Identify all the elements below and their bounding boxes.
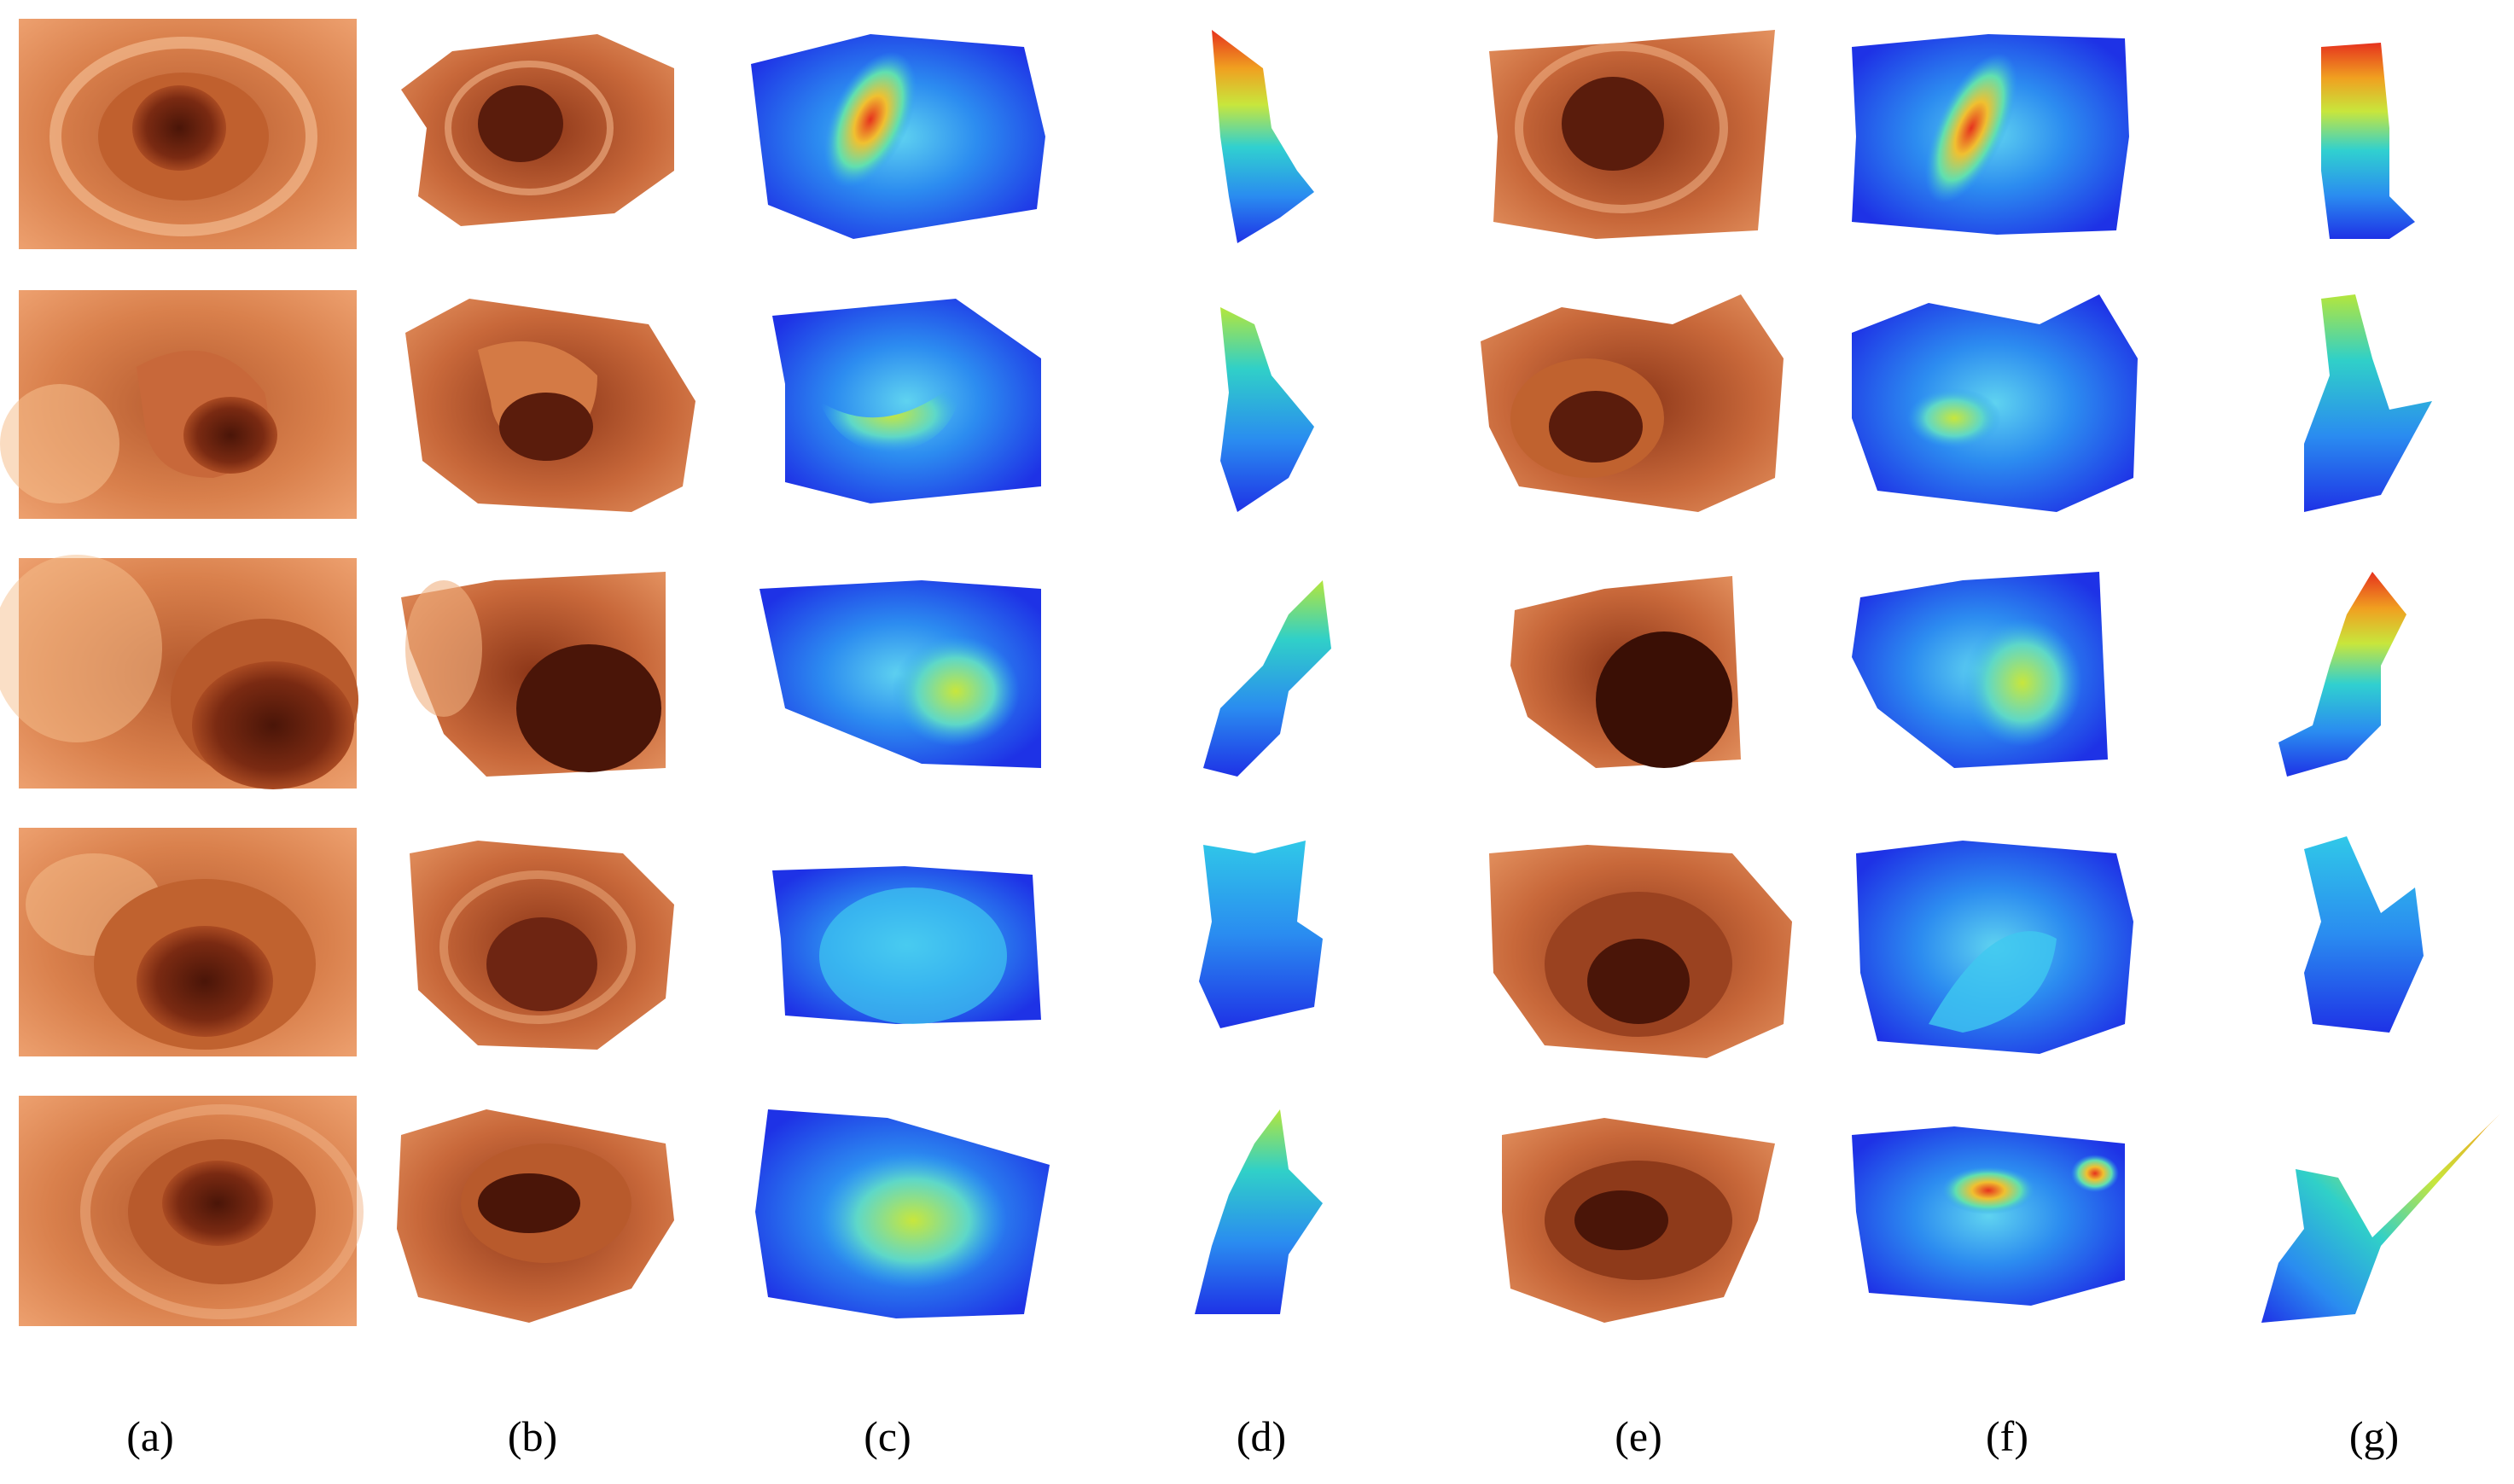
recon-e-row4 [1489, 845, 1792, 1058]
depth-c-row2 [772, 299, 1041, 503]
image-a-row1 [19, 19, 357, 249]
side-g-row2 [2304, 294, 2432, 512]
depth-f-row2 [1852, 294, 2138, 512]
column-d-depth-side [1195, 30, 1331, 1314]
recon-b-row3 [401, 572, 666, 777]
panel-label-b: (b) [508, 1412, 557, 1460]
side-d-row4 [1199, 841, 1323, 1028]
depth-c-row3 [759, 580, 1041, 768]
side-g-row1 [2321, 43, 2415, 239]
panel-labels: (a) (b) (c) (d) (e) (f) (g) [126, 1412, 2399, 1460]
panel-label-g: (g) [2349, 1412, 2399, 1460]
depth-f-row4 [1856, 841, 2133, 1054]
depth-f-row3 [1852, 572, 2108, 768]
column-f-depth-frontal [1852, 34, 2138, 1306]
side-d-row2 [1220, 307, 1314, 512]
column-g-depth-side [2261, 43, 2500, 1323]
recon-e-row2 [1481, 294, 1784, 512]
recon-e-row5 [1502, 1118, 1775, 1323]
side-d-row1 [1212, 30, 1314, 243]
panel-label-a: (a) [126, 1412, 174, 1460]
image-a-row2 [0, 290, 357, 519]
panel-label-f: (f) [1986, 1412, 2028, 1460]
depth-f-row5 [1852, 1126, 2125, 1306]
depth-c-row1 [751, 34, 1045, 239]
side-g-row5 [2261, 1114, 2500, 1323]
panel-label-c: (c) [864, 1412, 911, 1460]
depth-c-row5 [755, 1109, 1050, 1318]
column-e-textured-reconstructions [1481, 30, 1792, 1323]
column-b-textured-reconstructions [397, 34, 695, 1323]
recon-b-row2 [405, 299, 695, 512]
panel-label-d: (d) [1237, 1412, 1286, 1460]
recon-b-row1 [401, 34, 674, 226]
side-g-row4 [2304, 836, 2424, 1033]
recon-e-row3 [1510, 576, 1741, 768]
panel-label-e: (e) [1615, 1412, 1662, 1460]
side-d-row3 [1203, 580, 1331, 777]
recon-b-row4 [410, 841, 674, 1050]
depth-c-row4 [772, 866, 1041, 1024]
column-c-depth-frontal [751, 34, 1050, 1318]
depth-f-row1 [1852, 34, 2129, 235]
image-a-row3 [0, 555, 358, 789]
column-a-images [0, 19, 364, 1326]
recon-e-row1 [1489, 30, 1775, 239]
image-a-row5 [19, 1096, 364, 1326]
side-g-row3 [2278, 572, 2406, 777]
side-d-row5 [1195, 1109, 1323, 1314]
image-a-row4 [19, 828, 357, 1056]
recon-b-row5 [397, 1109, 674, 1323]
